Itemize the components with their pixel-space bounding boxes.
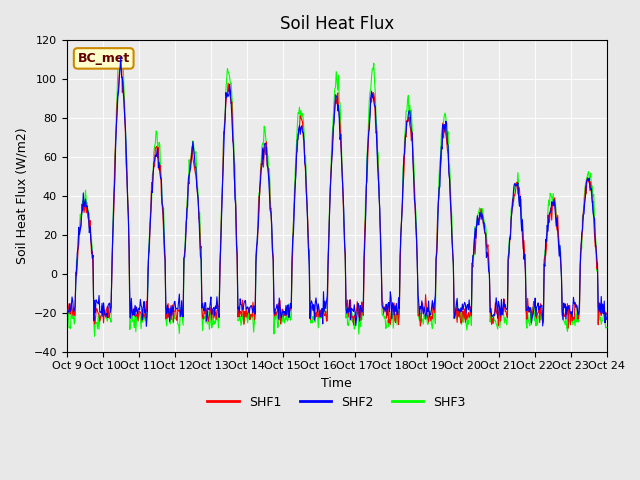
SHF3	[91, 334, 99, 339]
SHF3	[213, 317, 221, 323]
SHF3	[63, 320, 70, 326]
SHF2	[603, 316, 611, 322]
SHF3	[73, 257, 81, 263]
SHF1	[129, 313, 137, 319]
SHF3	[184, 185, 192, 191]
SHF2	[129, 312, 137, 318]
Y-axis label: Soil Heat Flux (W/m2): Soil Heat Flux (W/m2)	[15, 128, 28, 264]
Legend: SHF1, SHF2, SHF3: SHF1, SHF2, SHF3	[202, 391, 471, 414]
SHF3	[130, 318, 138, 324]
SHF2	[73, 266, 81, 272]
SHF1	[116, 59, 124, 65]
Text: BC_met: BC_met	[77, 52, 130, 65]
SHF1	[212, 316, 220, 322]
SHF2	[404, 119, 412, 124]
SHF2	[63, 304, 70, 310]
SHF3	[419, 321, 427, 327]
SHF1	[419, 300, 426, 306]
SHF3	[603, 325, 611, 331]
SHF1	[564, 325, 572, 331]
SHF3	[118, 45, 125, 51]
SHF2	[143, 324, 150, 329]
SHF1	[73, 273, 81, 278]
SHF2	[419, 311, 427, 316]
SHF1	[603, 310, 611, 316]
Line: SHF2: SHF2	[67, 57, 607, 326]
Line: SHF1: SHF1	[67, 62, 607, 328]
SHF2	[213, 294, 221, 300]
SHF1	[63, 307, 70, 312]
X-axis label: Time: Time	[321, 377, 352, 390]
SHF3	[404, 97, 412, 103]
SHF2	[184, 176, 192, 181]
SHF1	[184, 192, 191, 198]
Line: SHF3: SHF3	[67, 48, 607, 336]
Title: Soil Heat Flux: Soil Heat Flux	[280, 15, 394, 33]
SHF2	[117, 54, 125, 60]
SHF1	[403, 118, 411, 123]
